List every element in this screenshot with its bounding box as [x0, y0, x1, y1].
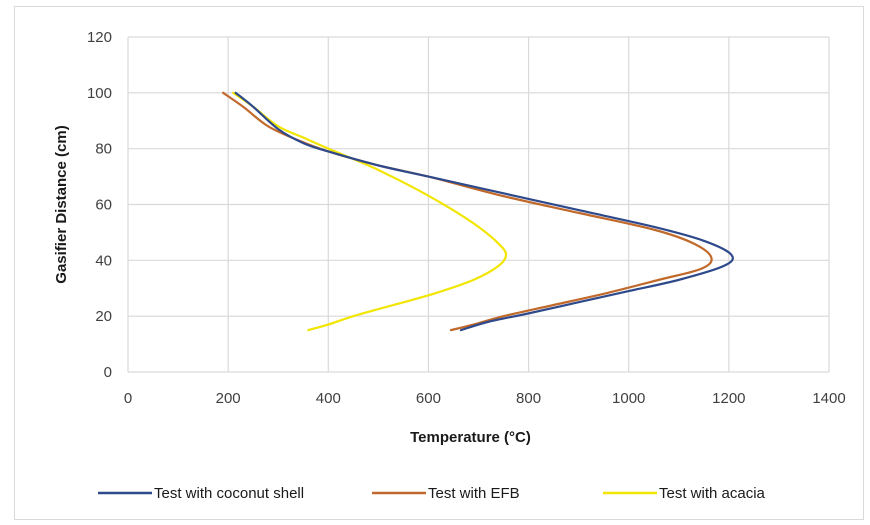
y-tick-label: 60 [95, 197, 112, 214]
x-tick-label: 0 [124, 390, 132, 407]
series-lines [222, 91, 734, 332]
x-tick-label: 800 [516, 390, 541, 407]
series-line-2 [232, 91, 508, 332]
x-axis-title: Temperature (°C) [410, 429, 531, 446]
series-line-0 [234, 91, 734, 332]
y-tick-label: 40 [95, 252, 112, 269]
y-axis-title: Gasifier Distance (cm) [53, 125, 70, 283]
legend-label: Test with coconut shell [154, 485, 304, 502]
x-tick-label: 200 [216, 390, 241, 407]
x-tick-label: 600 [416, 390, 441, 407]
series-line-1 [222, 91, 713, 332]
chart-frame [14, 6, 864, 520]
y-tick-label: 0 [104, 364, 112, 381]
x-tick-label: 1400 [812, 390, 845, 407]
x-tick-label: 1000 [612, 390, 645, 407]
y-axis-ticks: 0 20 40 60 80 100 120 [87, 29, 112, 381]
legend-label: Test with acacia [659, 485, 766, 502]
y-tick-label: 20 [95, 308, 112, 325]
y-tick-label: 120 [87, 29, 112, 46]
x-axis-ticks: 0 200 400 600 800 1000 1200 1400 [124, 390, 846, 407]
legend: Test with coconut shell Test with EFB Test… [98, 485, 766, 502]
y-tick-label: 80 [95, 141, 112, 158]
legend-label: Test with EFB [428, 485, 520, 502]
grid [127, 36, 830, 373]
x-tick-label: 400 [316, 390, 341, 407]
y-tick-label: 100 [87, 85, 112, 102]
x-tick-label: 1200 [712, 390, 745, 407]
